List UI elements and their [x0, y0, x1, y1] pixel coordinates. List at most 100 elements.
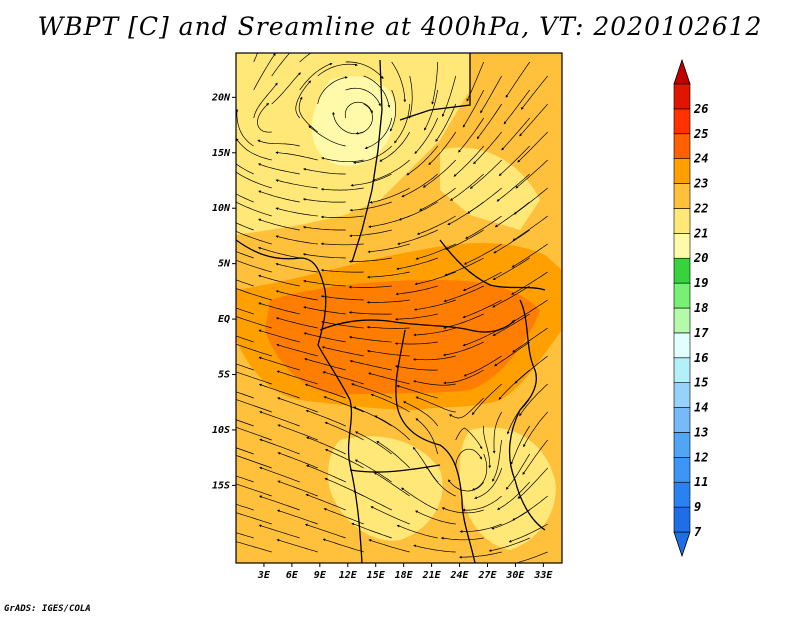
streamline	[271, 72, 301, 105]
streamline	[317, 76, 348, 105]
streamline	[349, 359, 392, 371]
streamline	[306, 464, 346, 483]
streamline	[453, 145, 484, 177]
streamline	[236, 335, 254, 343]
streamline	[236, 541, 272, 553]
streamline	[253, 53, 258, 63]
lat-tick-label: 5S	[218, 370, 230, 381]
lon-tick-label: 30E	[505, 570, 525, 581]
streamline	[236, 426, 272, 441]
streamline	[258, 524, 300, 539]
streamline	[422, 159, 456, 188]
streamline	[465, 215, 502, 239]
streamline	[448, 397, 484, 419]
streamline	[257, 139, 300, 147]
streamline	[236, 201, 272, 217]
streamline	[368, 215, 410, 228]
streamline	[275, 290, 318, 301]
streamline	[236, 259, 272, 273]
colorbar-over-arrow	[673, 58, 691, 85]
streamline	[492, 411, 503, 454]
streamline	[517, 467, 548, 499]
streamline	[440, 536, 484, 541]
streamline	[275, 235, 318, 245]
streamline	[505, 453, 530, 490]
colorbar-swatch	[673, 432, 691, 458]
streamline	[277, 452, 318, 469]
border-north-central	[351, 59, 383, 263]
streamline	[397, 229, 438, 245]
border-east	[508, 299, 546, 531]
lon-tick-label: 9E	[314, 570, 327, 581]
shade-23-24	[265, 280, 540, 395]
streamline	[320, 268, 364, 273]
streamline	[514, 551, 548, 563]
map-frame	[235, 52, 563, 564]
streamline	[474, 467, 503, 500]
streamline	[259, 466, 300, 483]
colorbar-label: 20	[693, 251, 708, 265]
streamline	[345, 87, 381, 107]
streamline	[321, 157, 364, 163]
border-northeast	[399, 53, 471, 121]
streamline	[332, 111, 364, 135]
streamline	[271, 53, 291, 77]
streamline	[492, 439, 503, 482]
latitude-axis: 20N 15N 10N 5N EQ 5S 10S 15S	[211, 92, 236, 491]
streamline	[236, 532, 254, 539]
streamline	[492, 313, 530, 336]
streamline	[236, 391, 254, 399]
streamline	[458, 551, 502, 559]
streamline	[236, 363, 254, 371]
streamline	[473, 131, 502, 165]
lon-tick-label: 27E	[477, 570, 497, 581]
streamline	[366, 349, 410, 357]
streamline	[394, 103, 411, 144]
colorbar-label: 24	[693, 152, 708, 166]
streamline	[352, 145, 392, 165]
streamline	[374, 415, 410, 441]
streamline	[236, 230, 272, 245]
streamline	[348, 257, 392, 263]
streamline	[370, 393, 410, 413]
streamline	[491, 509, 530, 530]
colorbar-swatch	[673, 481, 691, 508]
streamline	[483, 425, 492, 469]
streamline	[376, 440, 410, 469]
streamline	[496, 173, 530, 202]
colorbar-swatch	[673, 307, 691, 334]
streamline	[258, 383, 300, 399]
colorbar-swatch	[673, 332, 691, 359]
streamline	[259, 411, 300, 427]
streamline	[419, 187, 456, 211]
streamline	[236, 343, 272, 357]
streamline	[370, 506, 410, 525]
colorbar-swatch	[673, 158, 691, 184]
streamline	[304, 357, 346, 371]
streamline	[299, 62, 333, 91]
lon-tick-label: 33E	[533, 570, 553, 581]
lat-tick-label: 15N	[212, 148, 231, 159]
streamline	[519, 103, 548, 137]
streamline	[505, 61, 530, 98]
streamline	[415, 243, 456, 260]
shade-19-20-north	[311, 76, 395, 166]
streamline	[447, 201, 484, 226]
streamline	[348, 311, 392, 315]
streamline	[413, 544, 456, 553]
streamline	[276, 538, 318, 553]
lat-tick-label: 20N	[211, 92, 231, 103]
streamline	[277, 397, 318, 413]
streamline	[348, 285, 392, 289]
lon-tick-label: 21E	[422, 570, 442, 581]
streamline	[236, 475, 254, 483]
streamline	[395, 285, 438, 296]
streamline	[513, 187, 548, 215]
colorbar-label: 23	[693, 177, 708, 191]
colorbar-swatch	[673, 382, 691, 408]
colorbar-swatch	[673, 282, 691, 309]
country-borders	[236, 53, 546, 563]
streamline	[257, 163, 300, 175]
shade-20-21-south	[328, 436, 443, 541]
streamline	[306, 436, 346, 455]
